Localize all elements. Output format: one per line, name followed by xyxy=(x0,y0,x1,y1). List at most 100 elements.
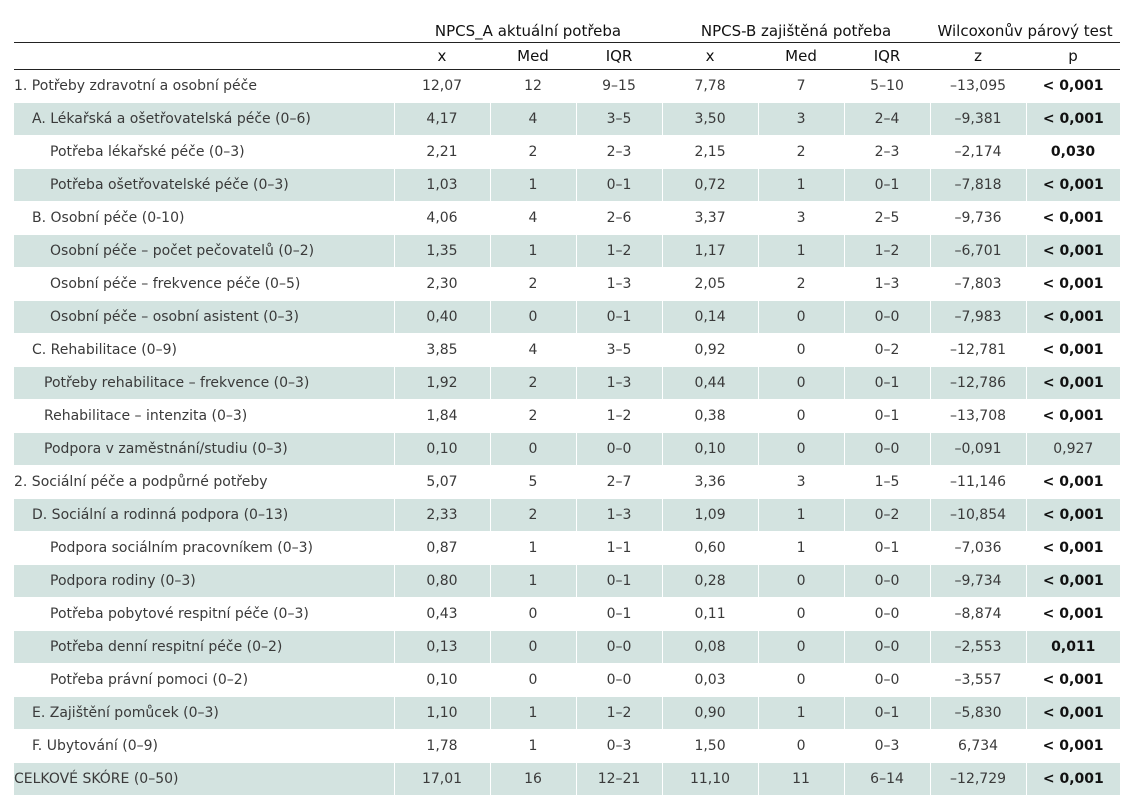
value-b-iqr: 0–1 xyxy=(844,531,931,565)
value-b-median: 3 xyxy=(758,465,845,499)
value-p: < 0,001 xyxy=(1025,564,1121,598)
value-p: < 0,001 xyxy=(1026,267,1121,301)
value-a-mean: 0,87 xyxy=(394,531,490,565)
row-label: Potřeba právní pomoci (0–2) xyxy=(14,663,394,697)
value-a-iqr: 3–5 xyxy=(576,333,663,367)
value-a-mean: 1,10 xyxy=(393,696,490,730)
value-b-mean: 0,03 xyxy=(662,663,759,697)
value-p: < 0,001 xyxy=(1025,366,1121,400)
value-p: < 0,001 xyxy=(1025,168,1121,202)
value-a-mean: 0,10 xyxy=(394,663,490,697)
value-b-median: 1 xyxy=(757,168,845,202)
value-b-median: 0 xyxy=(757,564,845,598)
row-label: Potřeba denní respitní péče (0–2) xyxy=(14,630,394,664)
value-b-mean: 1,17 xyxy=(661,234,759,268)
row-label: B. Osobní péče (0-10) xyxy=(14,201,394,235)
value-a-iqr: 0–1 xyxy=(575,300,663,334)
value-b-iqr: 2–5 xyxy=(844,201,931,235)
value-a-median: 0 xyxy=(489,300,576,334)
value-b-mean: 0,44 xyxy=(661,366,759,400)
header-column-row: x Med IQR x Med IQR z p xyxy=(14,42,1121,70)
value-a-mean: 1,35 xyxy=(393,234,490,268)
value-a-median: 5 xyxy=(490,465,576,499)
value-b-iqr: 1–5 xyxy=(844,465,931,499)
table-row: 1. Potřeby zdravotní a osobní péče 12,07 1… xyxy=(14,69,1121,103)
group-header-npcs-b: NPCS-B zajištěná potřeba xyxy=(700,22,892,40)
value-b-mean: 3,37 xyxy=(662,201,759,235)
value-z: –9,736 xyxy=(930,201,1027,235)
value-p: < 0,001 xyxy=(1026,201,1121,235)
table-row: A. Lékařská a ošetřovatelská péče (0–6) 4… xyxy=(14,102,1121,136)
column-header: IQR xyxy=(844,42,931,70)
column-header: Med xyxy=(758,42,845,70)
column-header: x xyxy=(662,42,759,70)
table-row: Potřeba denní respitní péče (0–2) 0,13 0 0–… xyxy=(14,630,1121,664)
value-b-iqr: 0–0 xyxy=(844,597,931,631)
value-a-iqr: 0–3 xyxy=(576,729,663,763)
value-a-mean: 3,85 xyxy=(394,333,490,367)
value-z: –6,701 xyxy=(929,234,1027,268)
value-b-mean: 3,36 xyxy=(662,465,759,499)
value-a-mean: 0,10 xyxy=(393,432,490,466)
value-b-mean: 2,15 xyxy=(662,135,759,169)
group-header-wilcoxon: Wilcoxonův párový test xyxy=(937,22,1113,40)
value-p: 0,011 xyxy=(1025,630,1121,664)
table-row: Potřeba pobytové respitní péče (0–3) 0,43… xyxy=(14,597,1121,631)
value-p: < 0,001 xyxy=(1025,234,1121,268)
value-p: < 0,001 xyxy=(1026,399,1121,433)
value-a-iqr: 3–5 xyxy=(575,102,663,136)
table-row: Podpora sociálním pracovníkem (0–3) 0,87 1… xyxy=(14,531,1121,565)
value-z: –9,381 xyxy=(929,102,1027,136)
value-b-median: 1 xyxy=(757,234,845,268)
value-p: < 0,001 xyxy=(1026,663,1121,697)
header-empty-cell xyxy=(14,12,394,43)
value-p: < 0,001 xyxy=(1025,696,1121,730)
row-label: Osobní péče – počet pečovatelů (0–2) xyxy=(14,234,394,268)
value-a-mean: 4,06 xyxy=(394,201,490,235)
value-a-mean: 5,07 xyxy=(394,465,490,499)
value-b-iqr: 0–0 xyxy=(843,432,931,466)
value-b-iqr: 0–0 xyxy=(843,630,931,664)
table-row: 2. Sociální péče a podpůrné potřeby 5,07 5… xyxy=(14,465,1121,499)
value-a-median: 4 xyxy=(490,333,576,367)
value-z: –3,557 xyxy=(930,663,1027,697)
value-p: < 0,001 xyxy=(1026,597,1121,631)
value-b-median: 0 xyxy=(758,597,845,631)
value-b-median: 0 xyxy=(758,729,845,763)
value-p: < 0,001 xyxy=(1025,498,1121,532)
value-a-iqr: 9–15 xyxy=(576,69,663,103)
value-a-median: 1 xyxy=(489,696,576,730)
value-b-iqr: 1–2 xyxy=(843,234,931,268)
value-z: –7,803 xyxy=(930,267,1027,301)
value-z: –12,781 xyxy=(930,333,1027,367)
value-a-median: 2 xyxy=(490,267,576,301)
value-b-iqr: 0–1 xyxy=(843,366,931,400)
table-row: B. Osobní péče (0-10) 4,06 4 2–6 3,37 3 2–5 –9,… xyxy=(14,201,1121,235)
column-header: Med xyxy=(490,42,576,70)
row-label: E. Zajištění pomůcek (0–3) xyxy=(14,696,394,730)
table-row: Podpora rodiny (0–3) 0,80 1 0–1 0,28 0 0–0 –9,7… xyxy=(14,564,1121,598)
value-a-iqr: 0–1 xyxy=(575,564,663,598)
table-row: Potřeby rehabilitace – frekvence (0–3) 1,… xyxy=(14,366,1121,400)
value-a-iqr: 1–3 xyxy=(576,267,663,301)
value-b-mean: 0,08 xyxy=(661,630,759,664)
value-b-median: 1 xyxy=(757,696,845,730)
table-row: Osobní péče – počet pečovatelů (0–2) 1,35… xyxy=(14,234,1121,268)
value-a-mean: 0,43 xyxy=(394,597,490,631)
table-row: Potřeba právní pomoci (0–2) 0,10 0 0–0 0,03 0… xyxy=(14,663,1121,697)
row-label: D. Sociální a rodinná podpora (0–13) xyxy=(14,498,394,532)
value-z: –8,874 xyxy=(930,597,1027,631)
value-a-median: 4 xyxy=(489,102,576,136)
column-header xyxy=(14,42,394,70)
value-a-iqr: 2–3 xyxy=(576,135,663,169)
value-z: –7,818 xyxy=(929,168,1027,202)
value-b-mean: 0,10 xyxy=(661,432,759,466)
value-p: < 0,001 xyxy=(1026,69,1121,103)
value-b-median: 3 xyxy=(757,102,845,136)
value-a-mean: 1,84 xyxy=(394,399,490,433)
results-table-container: NPCS_A aktuální potřeba NPCS-B zajištěná… xyxy=(14,12,1121,796)
column-header: x xyxy=(394,42,490,70)
value-a-mean: 12,07 xyxy=(394,69,490,103)
value-b-mean: 0,11 xyxy=(662,597,759,631)
value-b-mean: 3,50 xyxy=(661,102,759,136)
